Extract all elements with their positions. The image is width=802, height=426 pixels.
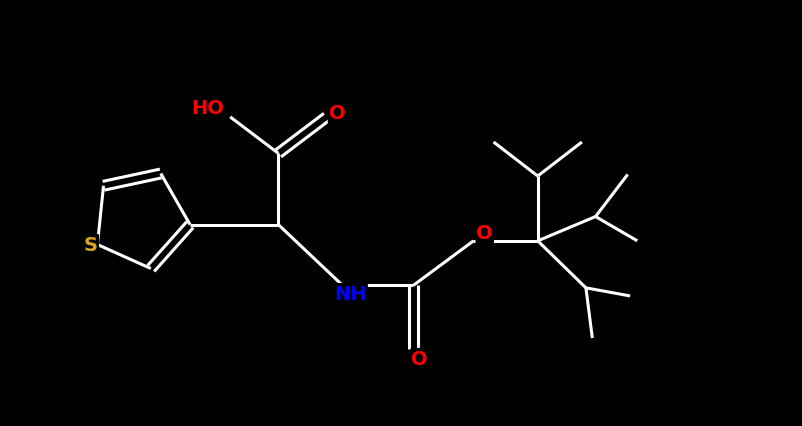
Text: O: O [328,104,345,123]
Text: HO: HO [191,98,224,118]
Text: O: O [476,224,492,243]
Text: NH: NH [334,284,367,303]
Text: S: S [84,236,98,254]
Text: O: O [411,349,427,368]
